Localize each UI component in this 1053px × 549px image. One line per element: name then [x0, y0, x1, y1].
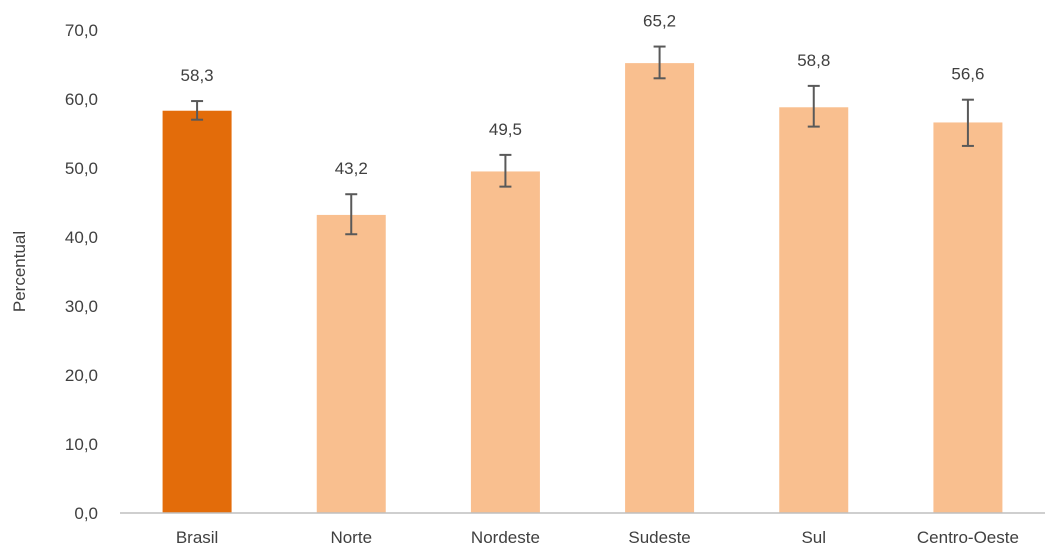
error-bar — [499, 153, 512, 188]
data-label: 49,5 — [489, 120, 522, 139]
y-axis-title: Percentual — [10, 231, 29, 312]
data-label: 58,3 — [181, 66, 214, 85]
error-bar — [807, 84, 820, 128]
category-label: Sudeste — [628, 528, 690, 547]
error-bar — [191, 100, 204, 121]
bar-sul — [779, 107, 849, 513]
error-bar — [961, 98, 974, 147]
bars-group — [162, 63, 1003, 514]
category-label: Nordeste — [471, 528, 540, 547]
bar-nordeste — [470, 171, 540, 513]
y-tick-label: 10,0 — [65, 435, 98, 454]
bar-sudeste — [625, 63, 695, 514]
error-bars-group — [191, 45, 974, 236]
bar-brasil — [162, 110, 232, 513]
y-tick-label: 40,0 — [65, 228, 98, 247]
x-axis-category-labels: Brasil Norte Nordeste Sudeste Sul Centro-Oest… — [176, 528, 1019, 547]
y-tick-label: 60,0 — [65, 90, 98, 109]
y-tick-label: 30,0 — [65, 297, 98, 316]
y-tick-label: 0,0 — [74, 504, 98, 523]
data-label: 65,2 — [643, 12, 676, 31]
category-label: Brasil — [176, 528, 219, 547]
error-bar — [345, 193, 358, 236]
y-tick-label: 20,0 — [65, 366, 98, 385]
category-label: Norte — [330, 528, 372, 547]
y-tick-label: 70,0 — [65, 21, 98, 40]
category-label: Centro-Oeste — [917, 528, 1019, 547]
y-axis-ticks: 0,0 10,0 20,0 30,0 40,0 50,0 60,0 70,0 — [65, 21, 98, 523]
data-labels-group: 58,3 43,2 49,5 65,2 58,8 56,6 — [181, 12, 985, 179]
bar-norte — [316, 214, 386, 514]
y-tick-label: 50,0 — [65, 159, 98, 178]
error-bar — [653, 45, 666, 80]
bar-centro-oeste — [933, 122, 1003, 514]
data-label: 56,6 — [951, 65, 984, 84]
data-label: 43,2 — [335, 159, 368, 178]
data-label: 58,8 — [797, 51, 830, 70]
category-label: Sul — [801, 528, 826, 547]
